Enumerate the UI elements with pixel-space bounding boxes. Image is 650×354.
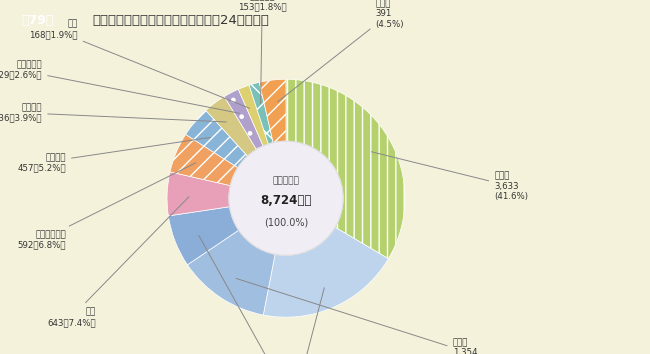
Text: 事　業　数: 事 業 数 [272, 176, 300, 185]
Text: 簡易水道
768（8.8%）: 簡易水道 768（8.8%） [199, 235, 298, 354]
Text: 工業用水道
153（1.8%）: 工業用水道 153（1.8%） [238, 0, 287, 104]
Text: 下水道
3,633
(41.6%): 下水道 3,633 (41.6%) [371, 152, 528, 201]
Text: 駐車場整備
229（2.6%）: 駐車場整備 229（2.6%） [0, 60, 239, 113]
Text: 宅地造成
457（5.2%）: 宅地造成 457（5.2%） [18, 137, 211, 172]
Text: 上水道
1,354
(15.5%): 上水道 1,354 (15.5%) [236, 279, 486, 354]
Text: 水道  2,122（24.3%）: 水道 2,122（24.3%） [259, 288, 337, 354]
Wedge shape [170, 135, 238, 185]
Text: 市場
168（1.9%）: 市場 168（1.9%） [29, 19, 250, 108]
Wedge shape [249, 82, 273, 144]
Wedge shape [206, 97, 256, 156]
Wedge shape [167, 172, 230, 216]
Wedge shape [259, 79, 286, 143]
Text: 8,724事業: 8,724事業 [260, 194, 312, 207]
Wedge shape [286, 79, 405, 259]
Wedge shape [186, 110, 248, 167]
Text: 観光施設
336（3.9%）: 観光施設 336（3.9%） [0, 103, 226, 122]
Text: 地方公営企業の事業数の状況（平成24年度末）: 地方公営企業の事業数の状況（平成24年度末） [92, 14, 269, 27]
Wedge shape [224, 89, 263, 149]
Wedge shape [187, 230, 275, 315]
Circle shape [229, 141, 343, 255]
Wedge shape [168, 207, 239, 265]
Text: その他
391
(4.5%): その他 391 (4.5%) [278, 0, 404, 102]
Text: 介護サービス
592（6.8%）: 介護サービス 592（6.8%） [18, 163, 196, 250]
Text: 第79図: 第79図 [21, 14, 53, 27]
Text: 病院
643（7.4%）: 病院 643（7.4%） [47, 197, 189, 327]
Wedge shape [263, 227, 389, 317]
Wedge shape [239, 85, 268, 146]
Text: (100.0%): (100.0%) [264, 217, 308, 227]
